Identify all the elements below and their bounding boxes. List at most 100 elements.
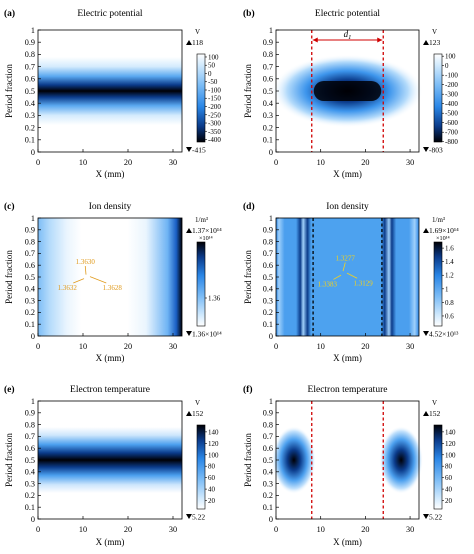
x-tick-label: 30 [169,525,177,534]
y-tick-label: 0 [31,148,35,157]
y-axis-label: Period fraction [243,433,253,487]
y-tick-label: 0 [31,515,35,524]
max-triangle-icon [186,411,192,416]
y-tick-label: 0.3 [263,111,273,120]
y-tick-label: 0.5 [25,87,35,96]
y-tick-label: 1 [31,397,35,406]
y-tick-label: 0.9 [25,409,35,418]
heatmap-field [38,401,182,519]
y-tick-label: 0.1 [263,136,273,145]
colorbar-unit: V [195,399,200,407]
panel-title: Electron temperature [70,385,150,395]
colorbar-min: -415 [192,146,206,155]
colorbar-gradient [433,424,443,510]
y-tick-label: 0.9 [25,226,35,235]
y-tick-label: 0.1 [25,503,35,512]
colorbar-unit: V [195,28,200,36]
y-tick-label: 0.2 [263,123,273,132]
y-tick-label: 0.9 [263,38,273,47]
x-axis-label: X (mm) [333,353,362,363]
y-tick-label: 0.4 [263,285,273,294]
y-tick-label: 0.3 [25,111,35,120]
field-stripes [276,218,419,336]
y-tick-label: 0.7 [25,62,35,71]
panel-title: Ion density [89,202,132,212]
colorbar-gradient [433,53,443,143]
panel-title: Electric potential [315,9,381,19]
x-tick-label: 30 [406,342,414,351]
x-tick-label: 0 [274,158,278,167]
panel-label: (a) [4,8,15,19]
colorbar-gradient [196,53,206,143]
colorbar-gradient [433,241,443,327]
min-triangle-icon [423,514,429,519]
annotation-2: 1.3632 [58,284,78,292]
annotation-pointer-2 [73,278,85,284]
y-tick-label: 0.7 [263,62,273,71]
colorbar-tick-label: -800 [445,138,458,146]
y-tick-label: 0.7 [25,249,35,258]
x-tick-label: 0 [36,342,40,351]
y-tick-label: 0.2 [25,123,35,132]
colorbar: V 152 140 120 100 80 60 40 205.22 [423,399,456,522]
colorbar-unit: V [432,399,437,407]
panel-title: Ion density [326,202,369,212]
colorbar-tick-label: -350 [208,128,221,136]
colorbar-tick-label: -50 [208,78,218,86]
y-tick-label: 0 [269,332,273,341]
colorbar-tick-label: -300 [445,91,458,99]
y-tick-label: 1 [269,397,273,406]
max-triangle-icon [423,411,429,416]
x-tick-label: 10 [79,525,87,534]
min-triangle-icon [423,331,429,336]
field-side-blob-1 [272,426,316,494]
y-tick-label: 0.4 [25,468,35,477]
panel-e: (e) Electron temperature 0 0.1 0.2 0.3 0.4 0.5 0… [4,384,219,547]
y-tick-label: 0 [269,148,273,157]
colorbar: 1/m³ 1.37×10¹⁴×10¹⁴ 1.36 1.36×10¹⁴ [186,216,222,339]
heatmap-field [272,401,423,519]
y-tick-label: 0.6 [263,261,273,270]
x-axis-label: X (mm) [96,353,125,363]
y-tick-label: 0.9 [263,409,273,418]
colorbar-tick-label: 20 [445,497,453,505]
max-triangle-icon [186,40,192,45]
colorbar-tick-label: 80 [445,463,453,471]
colorbar-tick-label: -300 [208,120,221,128]
y-tick-label: 0.5 [263,456,273,465]
x-tick-label: 10 [317,158,325,167]
y-tick-label: 0.2 [263,491,273,500]
x-axis-label: X (mm) [96,169,125,179]
x-tick-label: 20 [361,342,369,351]
x-tick-label: 20 [361,158,369,167]
dimension-label: d1 [344,29,352,41]
x-tick-label: 0 [36,158,40,167]
heatmap-field [271,30,424,152]
x-tick-label: 20 [124,525,132,534]
y-tick-label: 0.3 [263,479,273,488]
colorbar-tick-label: 100 [208,53,219,61]
y-tick-label: 0.7 [263,432,273,441]
y-tick-label: 0.8 [25,420,35,429]
annotation-3: 1.3129 [354,279,374,287]
x-tick-label: 10 [317,525,325,534]
y-tick-label: 0.9 [263,226,273,235]
y-tick-label: 0.5 [263,273,273,282]
x-tick-label: 10 [79,342,87,351]
colorbar-tick-label: 40 [445,486,453,494]
colorbar-tick-label: 120 [445,440,456,448]
y-tick-label: 0.7 [263,249,273,258]
field-gradient [38,218,182,336]
colorbar-tick-label: 50 [208,62,216,70]
colorbar-tick-label: 0 [208,70,212,78]
x-tick-label: 20 [124,158,132,167]
y-tick-label: 1 [31,214,35,223]
x-tick-label: 10 [317,342,325,351]
colorbar-tick-label: -150 [208,95,221,103]
y-tick-label: 0 [31,332,35,341]
x-tick-label: 30 [169,158,177,167]
y-tick-label: 0.5 [25,273,35,282]
field-band [38,30,182,152]
